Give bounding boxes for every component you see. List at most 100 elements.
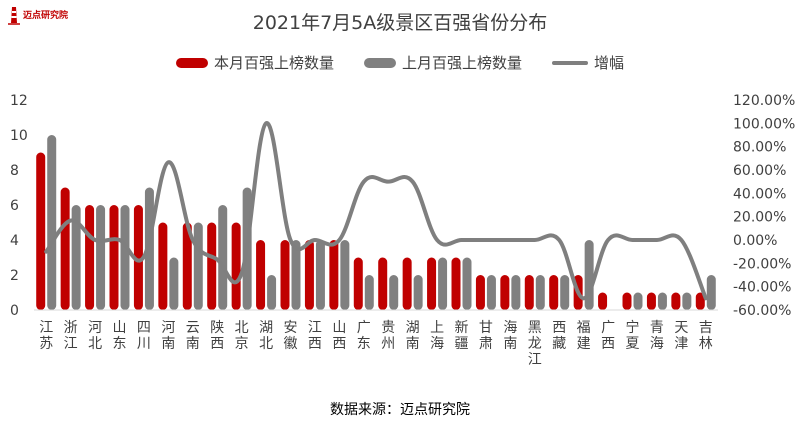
legend-item-previous: 上月百强上榜数量 [363, 52, 522, 73]
bar-previous-2 [96, 205, 106, 310]
y2-tick-label-6: 60.00% [733, 163, 786, 179]
y2-tick-label-0: -60.00% [733, 303, 791, 319]
lighthouse-icon [8, 7, 20, 25]
bar-previous-10 [291, 240, 301, 310]
x-tick-label-3: 山东 [113, 320, 127, 352]
bar-current-24 [622, 292, 632, 310]
legend-swatch-growth [552, 60, 588, 65]
bar-current-4 [133, 205, 143, 310]
bar-current-0 [36, 152, 46, 310]
data-source: 数据来源：迈点研究院 [330, 402, 470, 418]
bar-current-13 [353, 257, 363, 310]
x-tick-label-15: 湖南 [406, 320, 420, 352]
legend-swatch-current [175, 57, 208, 68]
bar-previous-9 [267, 275, 277, 310]
bar-current-25 [646, 292, 656, 310]
legend-label-current: 本月百强上榜数量 [213, 54, 334, 72]
x-tick-label-1: 浙江 [64, 320, 78, 352]
bar-current-6 [182, 222, 192, 310]
x-tick-label-17: 新疆 [455, 320, 469, 352]
x-tick-label-23: 广西 [601, 320, 615, 352]
bar-current-26 [671, 292, 681, 310]
growth-line-group [44, 121, 708, 301]
legend-item-current: 本月百强上榜数量 [175, 52, 334, 73]
x-tick-label-9: 湖北 [259, 320, 273, 352]
x-tick-label-22: 福建 [577, 320, 591, 352]
bar-previous-1 [71, 205, 81, 310]
y-tick-label-6: 12 [10, 93, 28, 109]
y-tick-label-0: 0 [10, 303, 19, 319]
bar-previous-19 [511, 275, 521, 310]
bar-current-19 [500, 275, 510, 310]
bar-current-18 [475, 275, 485, 310]
y2-tick-label-5: 40.00% [733, 186, 786, 202]
bar-current-20 [524, 275, 534, 310]
bar-current-15 [402, 257, 412, 310]
bar-current-2 [85, 205, 95, 310]
bar-previous-13 [364, 275, 374, 310]
bar-previous-6 [193, 222, 203, 310]
bar-current-10 [280, 240, 290, 310]
x-tick-label-4: 四川 [137, 320, 151, 352]
y-axis-right: -60.00% -40.00% -20.00% 0.00% 20.00% 40.00% 60… [733, 93, 795, 319]
bar-current-14 [378, 257, 388, 310]
bar-current-9 [256, 240, 266, 310]
bar-current-16 [427, 257, 437, 310]
x-tick-label-19: 海南 [503, 320, 517, 352]
x-tick-label-25: 青海 [650, 320, 664, 352]
x-tick-label-26: 天津 [674, 320, 688, 352]
bar-current-3 [109, 205, 119, 310]
bar-previous-16 [438, 257, 448, 310]
bar-previous-21 [560, 275, 570, 310]
x-tick-label-2: 河北 [88, 320, 102, 352]
x-tick-label-18: 甘肃 [479, 320, 493, 352]
x-tick-label-5: 河南 [161, 320, 175, 352]
legend-item-growth: 增幅 [552, 52, 624, 73]
legend-swatch-previous [363, 57, 396, 68]
x-tick-label-20: 黑龙江 [528, 320, 542, 368]
bar-previous-7 [218, 205, 228, 310]
x-tick-label-14: 贵州 [381, 320, 395, 352]
y-axis-left: 0 2 4 6 8 10 12 [10, 93, 28, 319]
bar-previous-4 [144, 187, 154, 310]
x-tick-label-16: 上海 [430, 320, 444, 352]
x-tick-label-8: 北京 [235, 320, 249, 352]
x-tick-label-13: 广东 [357, 320, 371, 352]
growth-line [44, 121, 708, 301]
legend-label-previous: 上月百强上榜数量 [401, 54, 522, 72]
x-axis: 江苏浙江河北山东四川河南云南陕西北京湖北安徽江西山西广东贵州湖南上海新疆甘肃海南… [34, 309, 718, 368]
bar-previous-20 [535, 275, 545, 310]
bar-previous-11 [315, 240, 325, 310]
bar-current-1 [60, 187, 70, 310]
logo: 迈点研究院 [6, 5, 69, 27]
x-tick-label-21: 西藏 [552, 320, 566, 352]
x-tick-label-27: 吉林 [699, 320, 713, 352]
bar-previous-3 [120, 205, 130, 310]
y-tick-label-5: 10 [10, 128, 28, 144]
y-tick-label-1: 2 [10, 268, 19, 284]
legend-label-growth: 增幅 [594, 54, 625, 72]
logo-text: 迈点研究院 [23, 11, 69, 21]
y2-tick-label-4: 20.00% [733, 210, 786, 226]
bar-current-27 [695, 292, 705, 310]
bar-current-12 [329, 240, 339, 310]
bar-current-23 [598, 292, 608, 310]
bar-previous-18 [486, 275, 496, 310]
bar-previous-12 [340, 240, 350, 310]
bar-previous-0 [47, 135, 57, 310]
x-tick-label-10: 安徽 [284, 320, 298, 352]
x-tick-label-0: 江苏 [39, 320, 53, 352]
chart-legend: 本月百强上榜数量 上月百强上榜数量 增幅 [0, 52, 800, 73]
bar-previous-15 [413, 275, 423, 310]
chart-title: 2021年7月5A级景区百强省份分布 [252, 12, 548, 34]
bar-current-8 [231, 222, 241, 310]
x-tick-label-7: 陕西 [210, 320, 224, 352]
y2-tick-label-9: 120.00% [733, 93, 795, 109]
bar-current-5 [158, 222, 168, 310]
x-tick-label-12: 山西 [332, 320, 346, 352]
bar-current-7 [207, 222, 217, 310]
y2-tick-label-3: 0.00% [733, 233, 777, 249]
y2-tick-label-2: -20.00% [733, 256, 791, 272]
y-tick-label-3: 6 [10, 198, 19, 214]
